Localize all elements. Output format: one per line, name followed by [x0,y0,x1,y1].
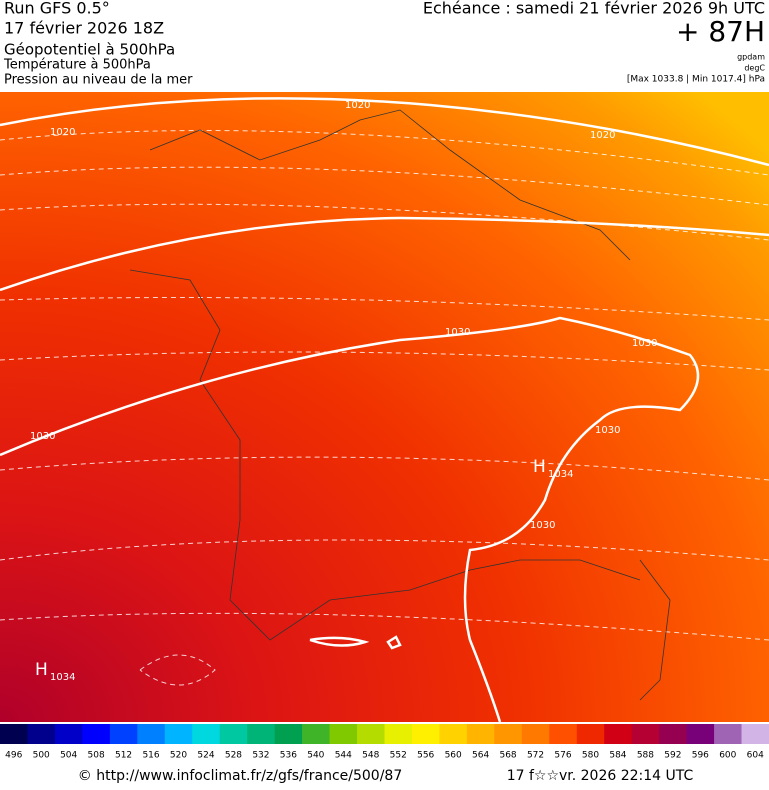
colorbar-cell [247,724,276,744]
colorbar-cell [741,724,769,744]
colorbar-cell [329,724,358,744]
colorbar-label: 604 [747,751,764,761]
colorbar-label: 568 [499,751,516,761]
colorbar-cell [274,724,303,744]
colorbar-cell [137,724,166,744]
colorbar-label: 588 [637,751,654,761]
colorbar-label: 556 [417,751,434,761]
isobar-label: 1020 [590,130,615,141]
colorbar-cell [219,724,248,744]
colorbar-label: 508 [88,751,105,761]
colorbar-cell [686,724,715,744]
isobar-label: 1030 [530,520,555,531]
unit: degC [744,64,765,73]
high-value: 1034 [548,469,573,480]
colorbar-cell [466,724,495,744]
colorbar-label: 584 [609,751,626,761]
footer-url: © http://www.infoclimat.fr/z/gfs/france/… [78,768,402,784]
offset: + 87H [676,15,765,48]
colorbar-cell [0,724,28,744]
colorbar-label: 500 [33,751,50,761]
colorbar-label: 512 [115,751,132,761]
colorbar-cell [576,724,605,744]
map: 1020 1020 1020 1030 1030 1030 1030 1030 … [0,92,769,723]
colorbar-cell [357,724,385,744]
isobars [0,97,769,723]
colorbar-label: 548 [362,751,379,761]
colorbar-label: 576 [554,751,571,761]
colorbar-cell [521,724,550,744]
colorbar-cell [192,724,221,744]
colorbar-cell [604,724,633,744]
echeance: Echéance : samedi 21 février 2026 9h UTC [423,0,765,18]
coastlines [129,109,671,701]
colorbar-cell [82,724,111,744]
isobar-label: 1030 [30,431,55,442]
colorbar-cell [384,724,413,744]
colorbar-cell [714,724,743,744]
colorbar-label: 528 [225,751,242,761]
colorbar-label: 592 [664,751,681,761]
colorbar-label: 532 [252,751,269,761]
isobar-label: 1030 [632,338,657,349]
colorbar-label: 520 [170,751,187,761]
isobar-label: 1020 [345,100,370,111]
colorbar-label: 536 [280,751,297,761]
isobar-label: 1030 [595,425,620,436]
footer-stamp: 17 f☆☆vr. 2026 22:14 UTC [507,768,694,784]
colorbar-label: 600 [719,751,736,761]
run: Run GFS 0.5° [4,0,110,18]
colorbar-cell [631,724,660,744]
isotherms [0,130,769,686]
colorbar-label: 496 [5,751,22,761]
colorbar-label: 564 [472,751,489,761]
range: [Max 1033.8 | Min 1017.4] hPa [627,75,765,85]
isobar-label: 1030 [445,327,470,338]
colorbar-cell [439,724,468,744]
colorbar-cell [164,724,193,744]
colorbar-label: 516 [142,751,159,761]
colorbar-label: 580 [582,751,599,761]
colorbar-cell [302,724,331,744]
unit: gpdam [737,53,765,62]
colorbar-label: 544 [335,751,352,761]
high-value: 1034 [50,672,75,683]
colorbar-label: 560 [445,751,462,761]
colorbar-label: 540 [307,751,324,761]
colorbar-label: 504 [60,751,77,761]
colorbar-cell [549,724,578,744]
colorbar-label: 524 [197,751,214,761]
high-symbol: H [35,660,48,680]
high-symbol: H [533,457,546,477]
colorbar: 496 500 504 508 512 516 520 524 528 532 536 540 544 5… [0,724,769,761]
colorbar-cell [109,724,138,744]
colorbar-label: 572 [527,751,544,761]
isobar-label: 1020 [50,127,75,138]
run-date: 17 février 2026 18Z [4,19,164,38]
field: Pression au niveau de la mer [4,73,193,88]
colorbar-label: 596 [692,751,709,761]
field: Géopotentiel à 500hPa [4,41,175,59]
colorbar-cell [27,724,56,744]
colorbar-cell [411,724,440,744]
colorbar-cell [54,724,83,744]
colorbar-label: 552 [390,751,407,761]
field: Température à 500hPa [3,58,151,73]
colorbar-cell [494,724,523,744]
colorbar-cell [659,724,688,744]
